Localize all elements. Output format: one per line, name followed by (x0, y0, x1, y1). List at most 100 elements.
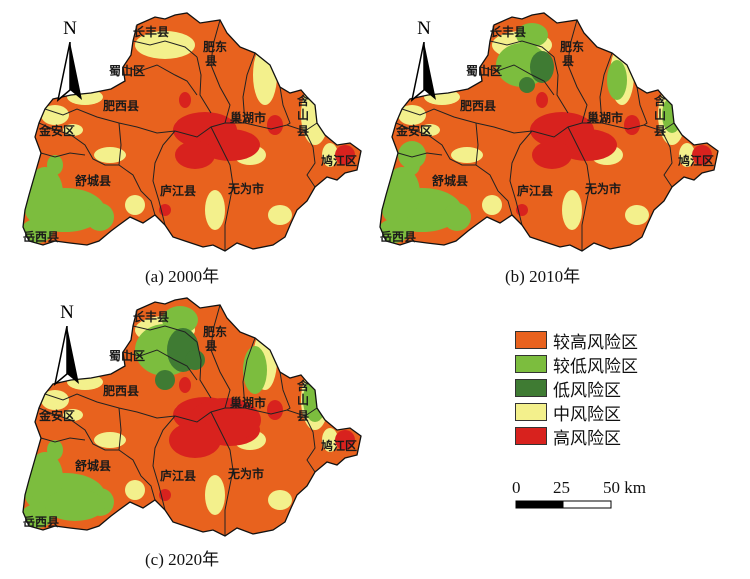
region-label-hanshan_1: 含 (654, 93, 667, 108)
region-label-hanshan_2: 山 (297, 107, 309, 122)
risk-patch (205, 190, 225, 230)
risk-patch (267, 400, 283, 420)
county-border (122, 349, 198, 381)
county-border (118, 122, 156, 216)
risk-patch (27, 167, 63, 219)
risk-surface (23, 298, 361, 536)
county-border (44, 393, 176, 419)
risk-patch (692, 145, 712, 165)
county-border (509, 130, 533, 226)
risk-patch (179, 377, 191, 393)
region-label-feidong_b: 县 (562, 54, 574, 68)
county-border (489, 40, 555, 58)
risk-patch (380, 219, 410, 243)
risk-patch (451, 147, 483, 163)
risk-patch (532, 141, 572, 169)
map-2010: 长丰县 蜀山区 肥东县肥西县 巢湖市含山县金安区 舒城县 庐江县 无为市 鸠江区 岳西县 (372, 5, 732, 260)
county-border (567, 126, 591, 251)
region-label-chaohu: 巢湖市 (229, 395, 266, 410)
region-label-hanshan_3: 县 (654, 124, 666, 138)
region-label-hanshan_3: 县 (297, 124, 309, 138)
risk-patch (94, 432, 126, 448)
region-label-feidong_a: 肥东 (560, 39, 584, 54)
study-area-outline (22, 297, 362, 537)
risk-patch (205, 475, 225, 515)
county-border (567, 19, 588, 124)
risk-patch (23, 504, 53, 528)
risk-patch (63, 409, 83, 421)
risk-patch (47, 440, 63, 460)
region-label-feixi: 肥西县 (460, 98, 496, 113)
legend-item: 较高风险区 (515, 328, 638, 353)
risk-patch (63, 124, 83, 136)
county-border (196, 341, 212, 399)
risk-patch (322, 428, 338, 452)
scale-bar-graphic (515, 500, 612, 509)
region-label-hanshan_2: 山 (654, 107, 666, 122)
region-label-changfeng: 长丰县 (133, 309, 169, 324)
risk-patch (243, 346, 267, 394)
region-label-shushan: 蜀山区 (109, 348, 145, 363)
region-label-feidong_a: 肥东 (203, 324, 227, 339)
risk-patch (179, 92, 191, 108)
county-border (122, 64, 198, 96)
risk-patch (268, 205, 292, 225)
region-label-jiujiang: 鸠江区 (321, 153, 357, 168)
region-label-chaohu: 巢湖市 (586, 110, 623, 125)
county-border (304, 130, 316, 188)
county-border (397, 152, 443, 158)
legend-label: 较低风险区 (553, 356, 638, 377)
county-border (210, 19, 231, 124)
risk-patch (335, 430, 355, 450)
region-label-feidong_b: 县 (205, 54, 217, 68)
legend-item: 高风险区 (515, 424, 638, 449)
county-border (395, 122, 476, 166)
north-label: N (63, 18, 77, 39)
north-arrow-icon (53, 326, 79, 386)
risk-patch (516, 23, 548, 47)
county-border (636, 86, 648, 126)
legend-swatch (515, 427, 547, 445)
north-label: N (60, 302, 74, 323)
region-label-feixi: 肥西县 (103, 98, 139, 113)
legend-swatch (515, 379, 547, 397)
county-border (279, 371, 291, 411)
region-label-lujiang: 庐江县 (160, 183, 196, 198)
map-2020: 长丰县 蜀山区 肥东县肥西县 巢湖市含山县金安区 舒城县 庐江县 无为市 鸠江区 岳西县 (15, 290, 375, 545)
region-label-changfeng: 长丰县 (133, 24, 169, 39)
risk-patch (162, 306, 198, 334)
county-border (475, 122, 513, 216)
county-border (38, 122, 119, 166)
county-border (242, 337, 256, 409)
region-label-changfeng: 长丰县 (490, 24, 526, 39)
county-border (196, 56, 212, 114)
county-border (242, 52, 256, 124)
risk-patch (268, 490, 292, 510)
risk-patch (94, 147, 126, 163)
county-border (40, 437, 86, 443)
risk-patch (384, 167, 420, 219)
county-border (44, 108, 176, 134)
legend-item: 中风险区 (515, 400, 638, 425)
risk-patch (155, 370, 175, 390)
north-label: N (417, 18, 431, 39)
county-border (553, 56, 569, 114)
risk-patch (398, 141, 426, 169)
risk-patch (519, 77, 535, 93)
risk-patch (135, 31, 195, 59)
risk-patch (125, 195, 145, 215)
risk-patch (175, 141, 215, 169)
risk-patch (267, 115, 283, 135)
north-arrow-icon (56, 42, 82, 102)
region-label-wuwei: 无为市 (227, 181, 264, 196)
legend-label: 中风险区 (553, 404, 621, 425)
legend-swatch (515, 355, 547, 373)
risk-patch (536, 92, 548, 108)
county-border (152, 415, 176, 511)
risk-patch (530, 51, 554, 83)
region-label-jinan: 金安区 (38, 408, 75, 423)
risk-patch (624, 115, 640, 135)
risk-patch (335, 145, 355, 165)
study-area-outline (22, 12, 362, 252)
